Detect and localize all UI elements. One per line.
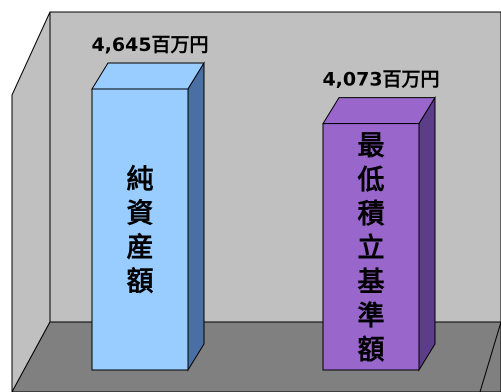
bar-value-label: 4,073百万円 <box>322 69 439 91</box>
bar-category-label: 純資産額 <box>127 164 154 298</box>
bar-side-face <box>418 95 436 372</box>
bar-value-label: 4,645百万円 <box>91 34 208 56</box>
bar-minimum-reserve: 最低積立基準額 4,073百万円 <box>322 69 440 372</box>
bar-front-face <box>322 123 420 371</box>
bar-top-face <box>322 97 436 125</box>
bar-side-face <box>187 61 205 372</box>
bar-category-label: 最低積立基準額 <box>357 131 386 366</box>
bar-net-assets: 純資産額 4,645百万円 <box>91 34 209 372</box>
bar-top-face <box>91 62 205 90</box>
bar-front-face <box>91 88 189 371</box>
right-edge-line <box>479 321 501 392</box>
